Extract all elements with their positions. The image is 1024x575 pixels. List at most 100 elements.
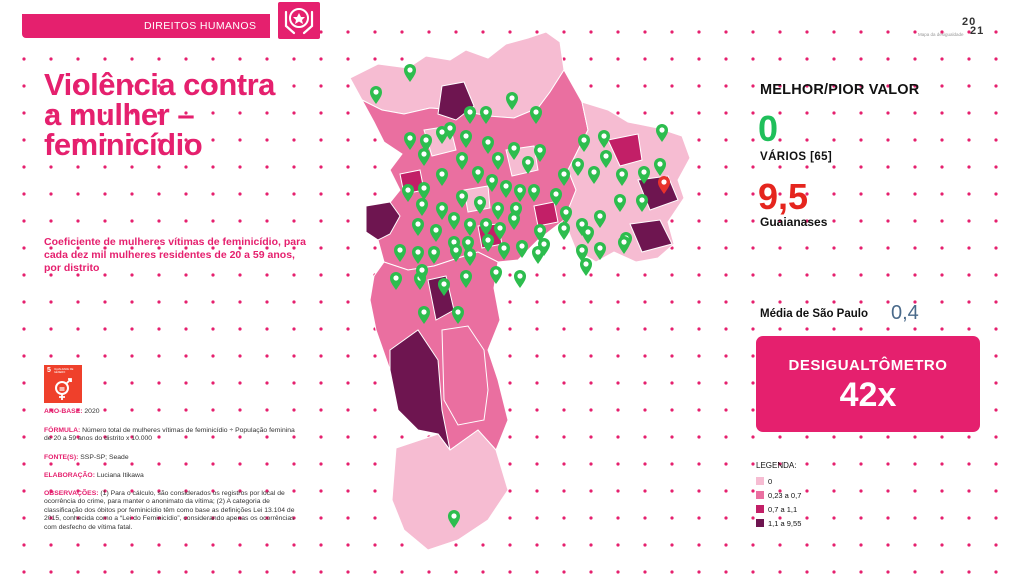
meta-ano-label: ANO-BASE: [44,408,83,415]
grid-dot [103,327,107,331]
grid-dot [589,84,593,88]
map-pin-icon [404,64,416,82]
grid-dot [670,408,674,412]
map-pin-dot [407,135,413,141]
map-pin-icon [500,180,512,198]
grid-dot [697,489,701,493]
meta-fonte-value: SSP-SP; Seade [80,454,129,461]
grid-dot [454,570,458,574]
grid-dot [724,489,728,493]
grid-dot [103,84,107,88]
grid-dot [238,111,242,115]
grid-dot [589,570,593,574]
grid-dot [373,489,377,493]
legend-label: 0,7 a 1,1 [768,505,798,514]
grid-dot [859,84,863,88]
grid-dot [643,381,647,385]
grid-dot [913,273,917,277]
map-pin-icon [534,224,546,242]
year-bottom: 21 [970,25,985,37]
map-pin-icon [514,184,526,202]
grid-dot [994,543,998,547]
map-pin-icon [412,218,424,236]
ods-number: 5 [47,367,51,374]
grid-dot [157,111,161,115]
grid-dot [886,300,890,304]
grid-dot [373,570,377,574]
grid-dot [184,300,188,304]
grid-dot [346,273,350,277]
grid-dot [859,516,863,520]
grid-dot [184,543,188,547]
grid-dot [49,111,53,115]
grid-dot [643,111,647,115]
grid-dot [562,273,566,277]
grid-dot [49,354,53,358]
grid-dot [913,84,917,88]
grid-dot [292,354,296,358]
grid-dot [346,435,350,439]
map-pin-icon [580,258,592,276]
map-pin-dot [407,67,413,73]
grid-dot [751,570,755,574]
grid-dot [616,516,620,520]
grid-dot [103,408,107,412]
grid-dot [697,543,701,547]
grid-dot [886,543,890,547]
grid-dot [832,300,836,304]
grid-dot [562,246,566,250]
map-pin-icon [390,272,402,290]
meta-elaboracao: ELABORAÇÃO: Luciana Itikawa [44,472,302,480]
map-pin-icon [464,218,476,236]
map-pin-dot [641,169,647,175]
grid-dot [832,435,836,439]
map-pin-dot [433,227,439,233]
grid-dot [724,57,728,61]
map-pin-icon [482,234,494,252]
grid-dot [616,57,620,61]
grid-dot [940,165,944,169]
grid-dot [346,516,350,520]
grid-dot [238,543,242,547]
grid-dot [400,435,404,439]
section-label: DIREITOS HUMANOS [144,20,257,32]
grid-dot [616,570,620,574]
map-pin-icon [448,510,460,528]
district-dark-b [607,133,643,167]
grid-dot [157,570,161,574]
grid-dot [589,273,593,277]
grid-dot [22,354,26,358]
map-pin-icon [430,224,442,242]
grid-dot [859,57,863,61]
grid-dot [157,246,161,250]
grid-dot [508,273,512,277]
district-region-south-east [441,325,489,426]
map-pin-icon [538,238,550,256]
grid-dot [157,435,161,439]
map-pin-dot [531,187,537,193]
grid-dot [22,219,26,223]
map-pin-dot [465,239,471,245]
publication-label: Mapa da desigualdade [918,32,964,37]
map-pin-icon [394,244,406,262]
grid-dot [76,408,80,412]
grid-dot [157,516,161,520]
map-pin-icon [480,218,492,236]
grid-dot [346,30,350,34]
grid-dot [292,219,296,223]
grid-dot [265,408,269,412]
grid-dot [589,543,593,547]
grid-dot [130,435,134,439]
grid-dot [562,435,566,439]
grid-dot [265,381,269,385]
grid-dot [292,489,296,493]
map-pin-icon [402,184,414,202]
grid-dot [211,354,215,358]
grid-dot [292,192,296,196]
grid-dot [238,273,242,277]
map-pin-dot [373,89,379,95]
grid-dot [427,570,431,574]
grid-dot [778,273,782,277]
grid-dot [643,408,647,412]
grid-dot [157,381,161,385]
